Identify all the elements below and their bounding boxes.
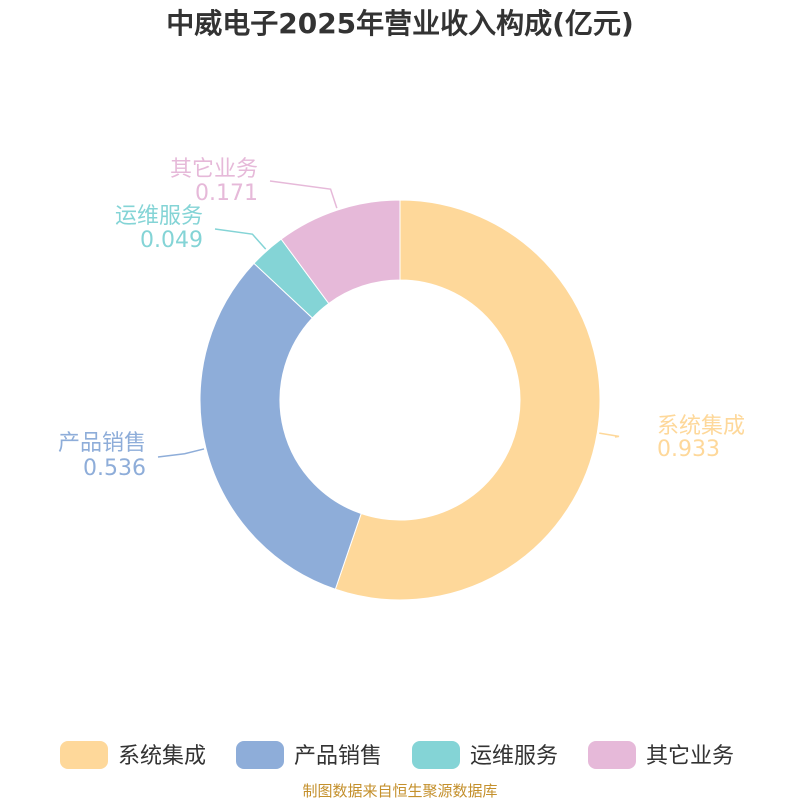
legend-swatch-other-business xyxy=(588,741,636,769)
legend-swatch-product-sales xyxy=(236,741,284,769)
slice-system-integration[interactable] xyxy=(334,199,601,601)
chart-title: 中威电子2025年营业收入构成(亿元) xyxy=(166,7,634,40)
slice-value-label-system-integration: 0.933 xyxy=(657,437,720,462)
legend-label-ops-service: 运维服务 xyxy=(470,744,558,769)
slice-value-label-other-business: 0.171 xyxy=(195,181,258,206)
legend: 系统集成 产品销售 运维服务 其它业务 xyxy=(60,741,734,769)
slice-value-label-ops-service: 0.049 xyxy=(140,228,203,253)
legend-item-ops-service[interactable]: 运维服务 xyxy=(412,741,558,769)
slice-value-label-product-sales: 0.536 xyxy=(83,456,146,481)
leader-line-product-sales xyxy=(157,448,205,458)
slice-name-label-ops-service: 运维服务 xyxy=(115,204,203,229)
slices-group xyxy=(199,199,601,601)
source-note: 制图数据来自恒生聚源数据库 xyxy=(302,782,497,800)
legend-label-other-business: 其它业务 xyxy=(646,744,734,769)
leader-line-ops-service xyxy=(214,228,267,250)
legend-swatch-ops-service xyxy=(412,741,460,769)
leader-line-other-business xyxy=(269,180,338,209)
slice-other-business[interactable] xyxy=(280,199,401,305)
slice-name-label-product-sales: 产品销售 xyxy=(58,431,146,456)
slice-name-label-system-integration: 系统集成 xyxy=(657,414,745,439)
legend-swatch-system-integration xyxy=(60,741,108,769)
slice-product-sales[interactable] xyxy=(199,262,362,590)
legend-item-system-integration[interactable]: 系统集成 xyxy=(60,741,206,769)
legend-label-system-integration: 系统集成 xyxy=(118,744,206,769)
leader-line-system-integration xyxy=(599,432,620,438)
legend-label-product-sales: 产品销售 xyxy=(294,744,382,769)
legend-item-other-business[interactable]: 其它业务 xyxy=(588,741,734,769)
slice-name-label-other-business: 其它业务 xyxy=(170,157,258,182)
legend-item-product-sales[interactable]: 产品销售 xyxy=(236,741,382,769)
